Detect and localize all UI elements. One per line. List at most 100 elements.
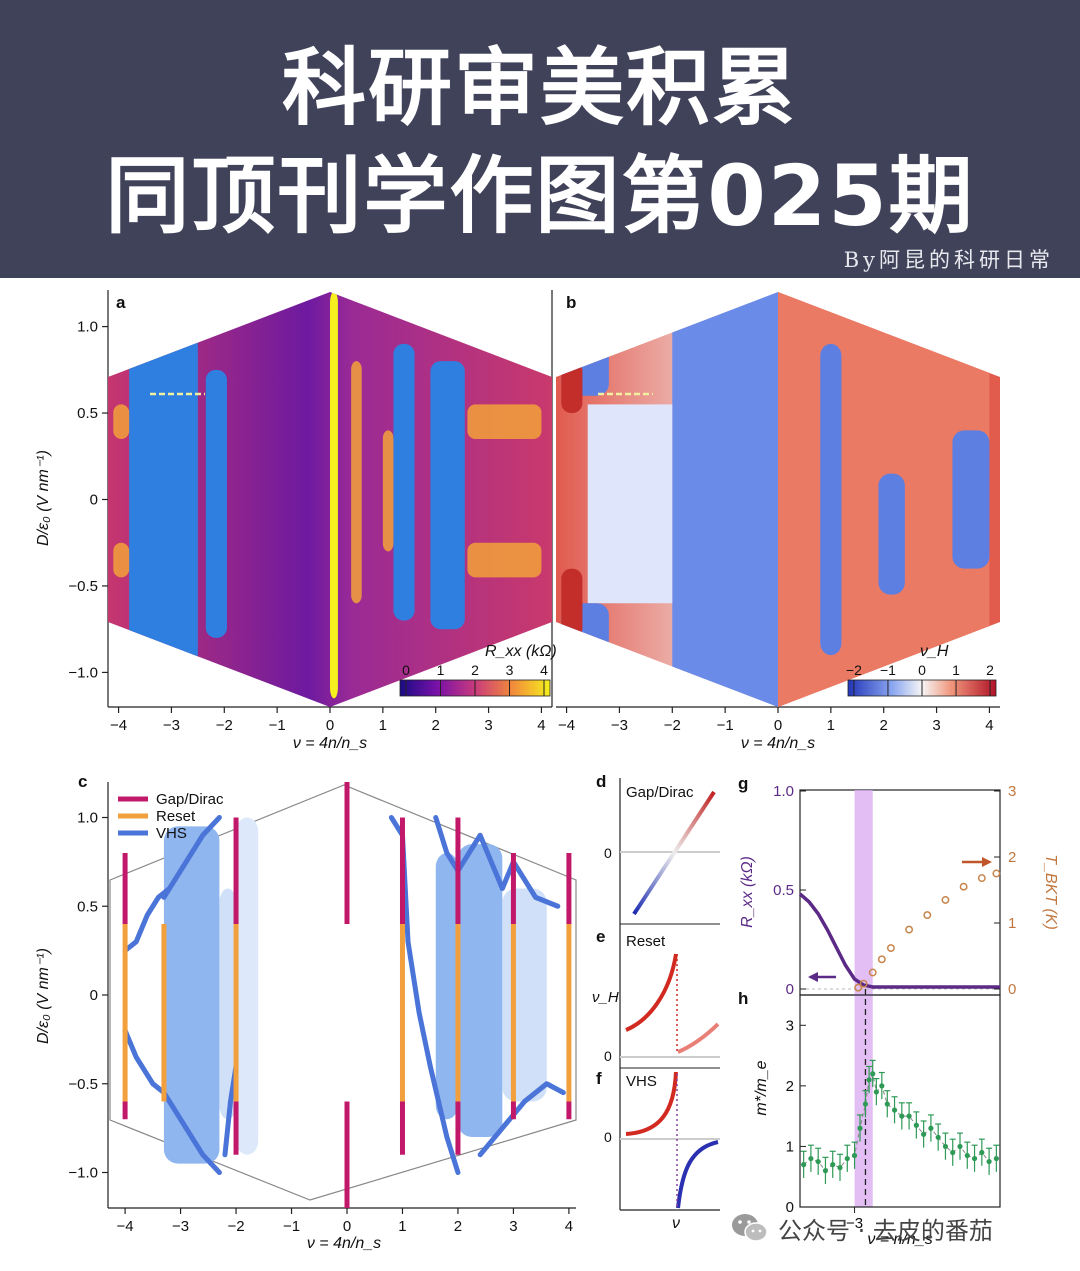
panel-g-tbkt-point [868,968,877,977]
panel-c-ytick-label: 0 [90,987,98,1004]
panel-h-point [891,1107,898,1113]
panel-b-blue-pocket [820,343,842,656]
colorbar-a-tick-label: 2 [471,662,479,678]
panel-b-region [587,404,673,604]
panel-h-point [815,1158,821,1165]
panel-b-xtick-label: −1 [717,717,734,734]
panel-g-frame [799,789,1001,996]
panel-a-bright-band [467,404,542,439]
colorbar-b-tick-label: 2 [986,662,994,678]
panel-h-ytick-label: 0 [786,1199,794,1216]
title-line-1: 科研审美积累 [281,39,798,137]
panel-g-tbkt-point [941,895,950,904]
panel-f-xlabel: ν [672,1215,680,1232]
panel-g-ylabel-left: R_xx (kΩ) [739,856,756,928]
panel-h-point [964,1152,970,1159]
panel-a-bright-band [382,430,394,552]
colorbar-a-tick-label: 3 [506,662,514,678]
panel-h-point [870,1071,876,1077]
panel-d-zero-tick: 0 [604,845,612,861]
panel-f-curve-right [676,1140,719,1209]
panel-b-xlabel: ν = 4n/n_s [741,735,815,752]
panel-c-vhs-curve [161,1090,222,1175]
panel-g-tbkt-point [859,979,868,988]
panel-c-xlabel: ν = 4n/n_s [307,1235,381,1252]
panel-a-region [430,361,465,630]
panel-h-point [844,1155,850,1162]
legend-vhs: VHS [156,825,187,842]
panel-b-xtick-label: 0 [774,717,782,734]
colorbar-b-tick-label: 1 [952,662,960,678]
colorbar-a-label: R_xx (kΩ) [485,643,557,660]
panel-g-tbkt-point [977,874,986,883]
panel-a-xtick-label: 2 [432,717,440,734]
panel-g-ytick-right-label: 0 [1008,981,1016,998]
panel-g-tbkt-point [877,955,886,964]
panel-g-ytick-left-label: 0 [786,981,794,998]
colorbar-b-tick-label: 0 [918,662,926,678]
panel-a-ytick-label: 0 [90,492,98,509]
panel-c-xtick-label: −2 [227,1218,244,1235]
panel-b-region [672,292,778,707]
colorbar-a-tick-label: 0 [402,662,410,678]
panel-a-xtick-label: 1 [379,717,387,734]
panel-e-curve-left [625,953,678,1032]
panel-h-point [993,1155,999,1162]
panel-b: b −4 −3 −2 −1 0 1 2 3 4 ν_H −2 −1 0 1 2 ν = 4n/n_s [556,292,1000,752]
panel-b-colorbar: ν_H −2 −1 0 1 2 [846,643,997,697]
byline: By阿昆的科研日常 [843,248,1054,272]
panels-def: d Gap/Dirac 0 e Reset ν_H 0 f VHS 0 ν [592,772,720,1232]
panel-c-vhs-curve [477,1081,566,1158]
panel-e-zero-tick: 0 [604,1048,612,1064]
panel-g-ytick-right-label: 1 [1008,915,1016,932]
watermark-text: 公众号 · 去皮的番茄 [778,1216,993,1245]
panel-a-ytick-label: −0.5 [68,578,98,595]
panel-a-bright-band [113,542,130,578]
panel-h-point [808,1155,814,1162]
panel-h-point [928,1125,934,1131]
panel-c-xtick-label: 3 [509,1218,517,1235]
panel-g-ytick-right-label: 2 [1008,849,1016,866]
title-line-2: 同顶刊学作图第025期 [105,147,975,245]
panel-g-tbkt-point [992,869,1001,878]
panel-h-letter: h [738,989,748,1008]
panel-g-left-arrowhead [808,972,818,982]
legend-reset: Reset [156,808,196,825]
panel-c-xtick-label: 1 [398,1218,406,1235]
panel-h-point [950,1149,956,1156]
panel-a-xtick-label: −2 [216,717,233,734]
panel-c-xtick-label: 4 [565,1218,573,1235]
panel-b-xtick-label: 2 [880,717,888,734]
panel-g-ytick-left-label: 0.5 [773,882,794,899]
panel-a-xtick-label: −3 [163,717,180,734]
panel-h-point [935,1134,941,1140]
panel-a-region [129,335,198,664]
panel-h-point [866,1077,872,1083]
panel-a-heatmap [108,292,552,707]
panel-c-letter: c [78,772,87,791]
panel-h-frame [799,994,1001,1208]
panel-a: a −4 −3 −2 −1 0 1 2 3 4 1.0 0.5 0 −0.5 −1.0 R_xx (kΩ)… [35,290,557,752]
panel-c-xtick-label: −4 [117,1218,134,1235]
panel-h-ylabel: m*/m_e [753,1060,770,1115]
panel-c-ytick-label: −1.0 [68,1165,98,1182]
panel-c-shaded-region [502,888,547,1102]
panel-f-title: VHS [626,1073,657,1090]
panel-h-ytick-label: 2 [786,1078,794,1095]
panel-h-point [906,1113,912,1119]
panel-h-point [899,1113,905,1119]
panel-c-vhs-curve [122,886,172,954]
figure-panels: a −4 −3 −2 −1 0 1 2 3 4 1.0 0.5 0 −0.5 −1.0 R_xx (kΩ)… [35,290,1059,1252]
panel-c-xtick-label: −3 [172,1218,189,1235]
panel-h-point [971,1155,978,1162]
panel-c-shaded-region [435,853,458,1120]
panel-c: c Gap/Dirac Reset VHS −4 −3 −2 −1 0 1 2 3 4 1.0 0.… [35,772,577,1252]
panel-c-shaded-region [219,888,237,1120]
panel-g-ylabel-right: T_BKT (K) [1042,854,1059,930]
panel-c-shaded-region [236,817,259,1155]
panel-b-xtick-label: 1 [827,717,835,734]
legend-gap: Gap/Dirac [156,791,224,808]
panel-a-xlabel: ν = 4n/n_s [293,735,367,752]
panel-g-tbkt-point [923,911,932,920]
panel-g-right-arrowhead [982,857,992,867]
